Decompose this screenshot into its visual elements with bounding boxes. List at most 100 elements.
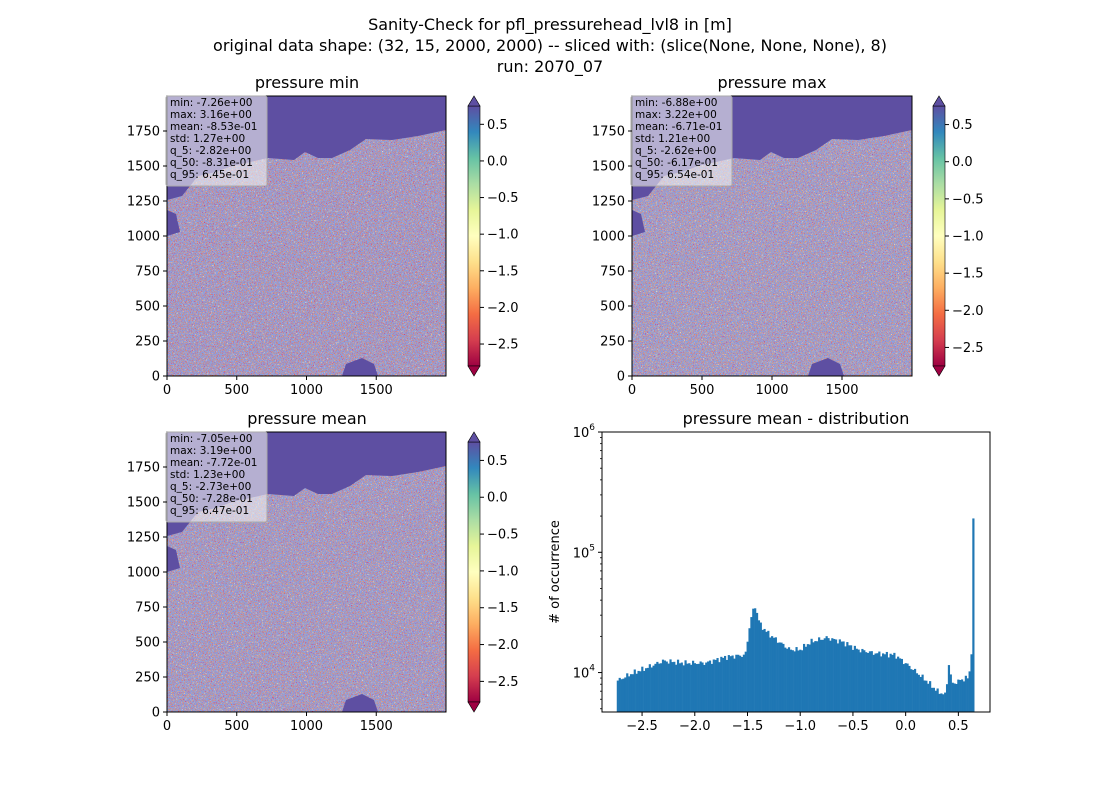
histogram-bar bbox=[855, 648, 858, 712]
histogram-bar bbox=[842, 641, 845, 712]
x-tick-label: −2.5 bbox=[626, 719, 658, 734]
x-tick-label: 1500 bbox=[825, 383, 858, 398]
histogram-bar bbox=[912, 669, 915, 712]
histogram-bar bbox=[693, 663, 697, 712]
histogram-bar bbox=[631, 674, 634, 712]
colorbar-extend-bottom bbox=[467, 701, 481, 713]
histogram-bar bbox=[874, 653, 877, 712]
histogram-bar bbox=[641, 666, 644, 712]
histogram-bar bbox=[804, 646, 808, 712]
colorbar-tick-label: 0.0 bbox=[487, 491, 508, 506]
stat-line: q_5: -2.62e+00 bbox=[635, 145, 716, 157]
histogram-bar bbox=[883, 654, 887, 712]
histogram-bar bbox=[716, 658, 719, 712]
histogram-bar bbox=[876, 653, 879, 712]
histogram-bar bbox=[729, 656, 732, 712]
histogram-bar bbox=[695, 664, 698, 712]
histogram-bar bbox=[727, 655, 730, 712]
colorbar-tick-label: −0.5 bbox=[952, 192, 984, 207]
histogram-bar bbox=[959, 680, 962, 712]
histogram-bar bbox=[821, 639, 824, 712]
histogram-bar bbox=[618, 677, 621, 712]
histogram-bar bbox=[814, 641, 817, 712]
histogram-bar bbox=[913, 668, 917, 712]
histogram-bar bbox=[808, 644, 811, 712]
y-tick-label: 1000 bbox=[127, 230, 160, 245]
histogram-bar bbox=[857, 649, 860, 712]
histogram-bar bbox=[750, 617, 753, 712]
histogram-bar bbox=[754, 608, 757, 712]
x-tick-label: 0.0 bbox=[895, 719, 916, 734]
histogram-frame bbox=[601, 431, 991, 713]
histogram-bar bbox=[919, 676, 922, 712]
histogram-bar bbox=[925, 680, 928, 712]
histogram-bar bbox=[688, 663, 691, 712]
x-tick-label: 1000 bbox=[755, 383, 788, 398]
panel-title: pressure mean - distribution bbox=[683, 409, 910, 428]
histogram-bar bbox=[748, 628, 751, 712]
histogram-bar bbox=[917, 674, 920, 712]
histogram-bar bbox=[725, 659, 729, 712]
colorbar-tick-label: −2.0 bbox=[952, 304, 984, 319]
histogram-bar bbox=[673, 661, 676, 712]
stats-box: min: -6.88e+00 max: 3.22e+00 mean: -6.71… bbox=[630, 95, 733, 187]
histogram-bar bbox=[836, 643, 840, 712]
x-tick-label: 0 bbox=[163, 383, 171, 398]
histogram-bar bbox=[902, 664, 905, 712]
histogram-bar bbox=[616, 680, 619, 712]
histogram-bar bbox=[739, 655, 742, 712]
axes-ticks: 0 500 1000 1500 0 250 500 750 1000 1250 1500 1750 bbox=[127, 461, 393, 735]
histogram-bar bbox=[759, 622, 762, 712]
colorbar-tick-label: 0.5 bbox=[487, 118, 508, 133]
histogram-bar bbox=[665, 661, 668, 712]
histogram-bar bbox=[936, 688, 939, 712]
histogram-bar bbox=[675, 664, 678, 712]
histogram-bar bbox=[686, 663, 689, 712]
histogram-bar bbox=[654, 663, 657, 712]
y-tick-label: 500 bbox=[135, 300, 160, 315]
lake-area bbox=[342, 694, 378, 712]
histogram-bar bbox=[868, 651, 872, 712]
colorbar-tick-label: −2.5 bbox=[952, 341, 984, 356]
histogram-bar bbox=[663, 660, 666, 712]
sea-area bbox=[167, 210, 180, 236]
histogram-bar bbox=[972, 518, 975, 712]
colorbar-tick-label: −2.0 bbox=[487, 638, 519, 653]
x-tick-label: 1500 bbox=[360, 719, 393, 734]
x-tick-label: 0.5 bbox=[948, 719, 969, 734]
colorbar-tick-label: 0.0 bbox=[952, 155, 973, 170]
histogram-bar bbox=[703, 664, 706, 712]
sea-area bbox=[167, 546, 180, 572]
histogram-bar bbox=[740, 656, 744, 712]
histogram-bar bbox=[819, 639, 823, 712]
histogram-bar bbox=[778, 642, 781, 712]
stat-line: std: 1.21e+00 bbox=[635, 133, 710, 145]
y-tick-label: 1250 bbox=[127, 531, 160, 546]
histogram-bar bbox=[949, 674, 952, 712]
x-tick-label: −2.0 bbox=[679, 719, 711, 734]
stat-line: std: 1.27e+00 bbox=[170, 133, 245, 145]
colorbar: 0.5 0.0 −0.5 −1.0 −1.5 −2.0 −2.5 bbox=[932, 95, 984, 377]
histogram-bar bbox=[787, 647, 791, 712]
histogram-bar bbox=[690, 664, 693, 712]
stat-line: min: -7.05e+00 bbox=[170, 433, 252, 445]
histogram-bar bbox=[671, 662, 674, 712]
histogram-bar bbox=[791, 650, 794, 712]
y-tick-label: 1000 bbox=[592, 230, 625, 245]
colorbar-tick-label: −1.0 bbox=[487, 564, 519, 579]
panel-title: pressure mean bbox=[247, 409, 367, 428]
y-tick-label: 106 bbox=[573, 423, 596, 441]
histogram-bar bbox=[927, 683, 930, 712]
histogram-bar bbox=[898, 658, 902, 712]
histogram-bar bbox=[893, 652, 896, 712]
histogram-bars bbox=[616, 518, 975, 712]
histogram-bar bbox=[684, 660, 687, 712]
x-tick-label: 1500 bbox=[360, 383, 393, 398]
histogram-bar bbox=[870, 651, 873, 712]
histogram-bar bbox=[904, 663, 907, 712]
histogram-bar bbox=[658, 663, 661, 712]
y-tick-label: 0 bbox=[152, 370, 160, 385]
histogram-bar bbox=[692, 660, 695, 712]
histogram-bar bbox=[923, 680, 926, 712]
